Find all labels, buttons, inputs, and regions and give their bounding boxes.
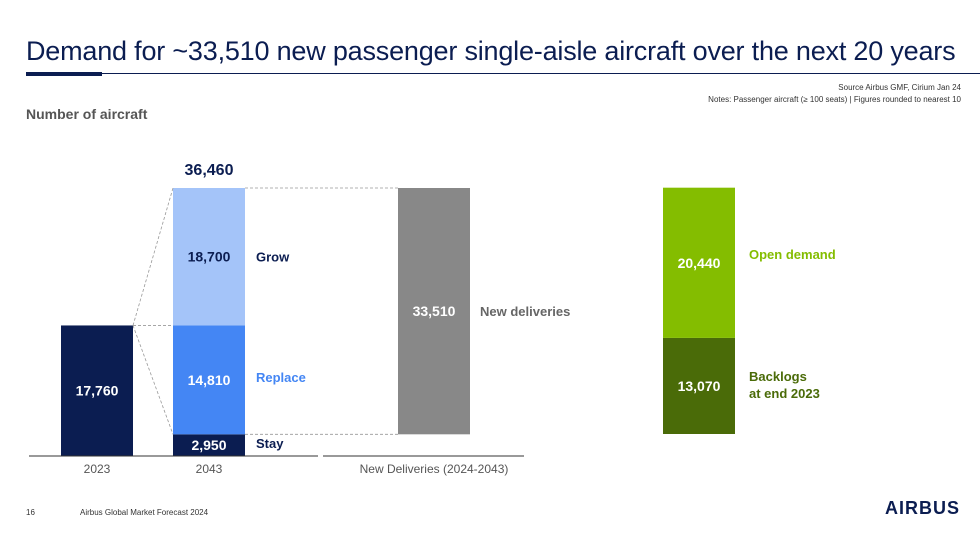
- connector-2023-to-total: [132, 187, 174, 326]
- stay-label: Stay: [256, 436, 284, 451]
- grow-value: 18,700: [188, 249, 231, 265]
- title-divider: [26, 73, 980, 74]
- page-title: Demand for ~33,510 new passenger single-…: [26, 36, 956, 66]
- replace-value: 14,810: [188, 372, 231, 388]
- notes-line: Notes: Passenger aircraft (≥ 100 seats) …: [708, 95, 961, 104]
- x-tick-label: New Deliveries (2024-2043): [360, 462, 509, 476]
- footer-title: Airbus Global Market Forecast 2024: [80, 508, 209, 517]
- new-deliveries-value: 33,510: [413, 303, 456, 319]
- breakdown-value-backlogs: 13,070: [678, 378, 721, 394]
- connector-2023-to-stay: [132, 325, 174, 435]
- new-deliveries-label: New deliveries: [480, 304, 570, 319]
- replace-label: Replace: [256, 370, 306, 385]
- bar-new-deliveries: [398, 188, 470, 435]
- bar-2043-replace: [173, 325, 245, 435]
- title-accent-bar: [26, 72, 102, 76]
- bar-2043-stay: [173, 434, 245, 456]
- chart-subtitle: Number of aircraft: [26, 106, 148, 122]
- grow-label: Grow: [256, 250, 290, 265]
- breakdown-value-open-demand: 20,440: [678, 255, 721, 271]
- bar-2023: [61, 325, 133, 456]
- breakdown-label-backlogs-line1: Backlogs: [749, 369, 807, 384]
- breakdown-bar-backlogs: [663, 337, 735, 434]
- x-tick-label: 2023: [84, 462, 111, 476]
- page-number: 16: [26, 508, 35, 517]
- total-2043-value: 36,460: [185, 162, 234, 179]
- breakdown-bar-open-demand: [663, 187, 735, 338]
- airbus-logo: AIRBUS: [884, 498, 960, 518]
- source-notes: Source Airbus GMF, Cirium Jan 24 Notes: …: [708, 82, 961, 106]
- breakdown-label-open-demand: Open demand: [749, 247, 836, 262]
- x-tick-label: 2043: [196, 462, 223, 476]
- bar-2043-grow: [173, 188, 245, 326]
- source-line: Source Airbus GMF, Cirium Jan 24: [838, 83, 961, 92]
- bar-2023-value: 17,760: [76, 383, 119, 399]
- stay-value: 2,950: [191, 437, 226, 453]
- breakdown-label-backlogs-line2: at end 2023: [749, 386, 820, 401]
